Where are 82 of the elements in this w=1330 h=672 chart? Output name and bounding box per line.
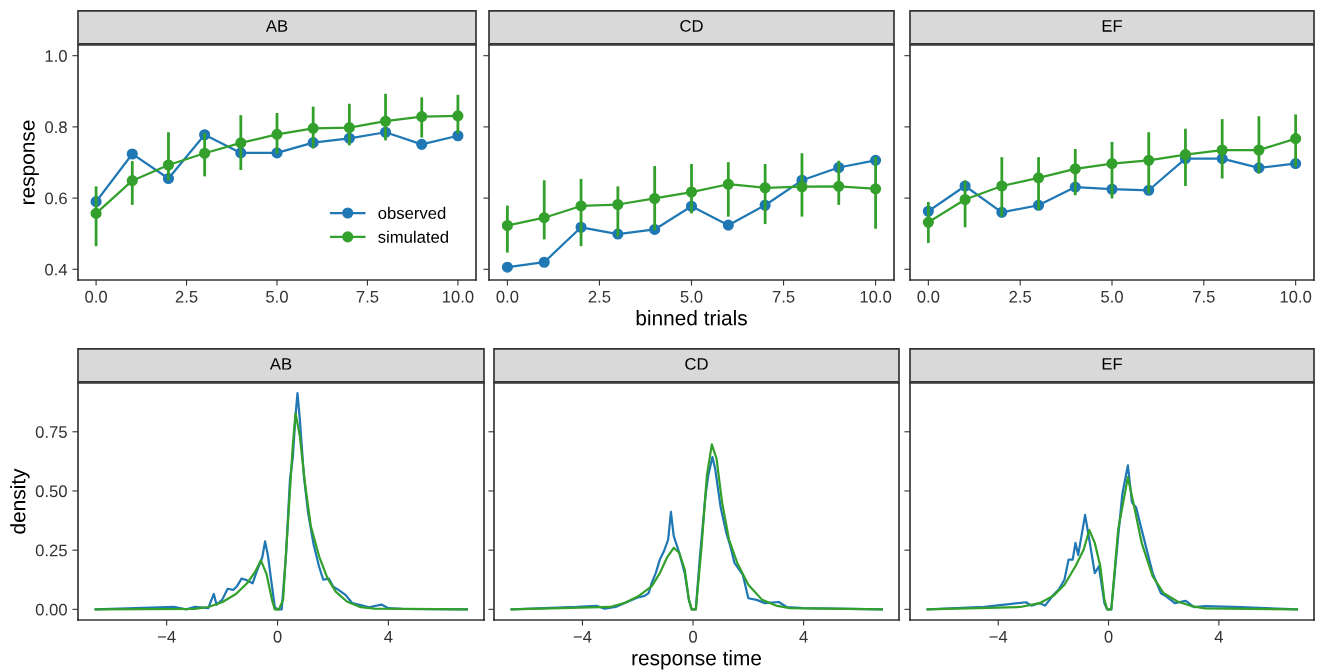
x-tick-label: 7.5 bbox=[772, 291, 795, 303]
x-tick-label: 10.0 bbox=[1280, 290, 1312, 303]
x-tick-label: 0.0 bbox=[496, 290, 519, 303]
point bbox=[796, 181, 808, 193]
x-axis-title: binned trials bbox=[636, 310, 747, 326]
point bbox=[162, 159, 175, 171]
point bbox=[538, 212, 550, 224]
point bbox=[271, 128, 283, 140]
point bbox=[996, 180, 1008, 192]
y-tick-label: 0.50 bbox=[35, 485, 67, 498]
point bbox=[612, 198, 624, 211]
y-tick-label: 0.25 bbox=[35, 544, 67, 557]
chart-title: EF bbox=[1102, 358, 1122, 370]
point bbox=[1290, 133, 1302, 145]
point bbox=[1179, 149, 1192, 161]
x-tick-label: 7.5 bbox=[1193, 291, 1215, 303]
x-tick-label: 0.0 bbox=[85, 290, 108, 303]
x-tick-label: 5.0 bbox=[266, 290, 288, 303]
point bbox=[126, 148, 138, 160]
point bbox=[722, 178, 734, 190]
y-tick-label: 0.00 bbox=[35, 603, 67, 616]
point bbox=[1069, 163, 1081, 175]
x-tick-label: 0 bbox=[273, 630, 282, 643]
chart-title: EF bbox=[1102, 20, 1122, 32]
point bbox=[235, 137, 247, 149]
legend-label: simulated bbox=[378, 230, 448, 243]
x-tick-label: 0 bbox=[689, 630, 698, 643]
x-tick-label: 10.0 bbox=[442, 290, 474, 303]
point bbox=[759, 182, 771, 194]
x-tick-label: 7.5 bbox=[356, 291, 379, 303]
y-tick-label: 0.75 bbox=[35, 426, 67, 438]
y-axis-title: density bbox=[10, 468, 30, 534]
x-tick-label: 0.0 bbox=[917, 290, 940, 303]
point bbox=[1143, 154, 1155, 166]
x-tick-label: 0 bbox=[1104, 630, 1113, 643]
point bbox=[959, 193, 971, 206]
x-axis-title: response time bbox=[632, 650, 761, 670]
point bbox=[501, 261, 513, 273]
x-tick-label: 4 bbox=[384, 631, 393, 643]
point bbox=[870, 183, 882, 195]
point bbox=[922, 216, 934, 228]
y-axis-title: response bbox=[23, 120, 39, 204]
point bbox=[452, 110, 464, 122]
point bbox=[343, 122, 355, 134]
x-tick-label: 5.0 bbox=[680, 290, 703, 303]
point bbox=[685, 186, 698, 198]
chart-title: AB bbox=[269, 358, 292, 370]
point bbox=[126, 175, 138, 187]
x-tick-label: 10.0 bbox=[860, 290, 892, 303]
point bbox=[307, 122, 319, 134]
x-tick-label: −4 bbox=[989, 631, 1008, 643]
chart-title: CD bbox=[685, 357, 708, 370]
legend-label: observed bbox=[378, 206, 446, 220]
point bbox=[90, 207, 102, 219]
point bbox=[416, 138, 428, 150]
point bbox=[722, 219, 734, 231]
y-tick-label: 0.4 bbox=[45, 263, 68, 276]
chart-title: AB bbox=[265, 20, 288, 32]
point bbox=[416, 111, 428, 123]
x-tick-label: 5.0 bbox=[1101, 290, 1123, 303]
x-tick-label: −4 bbox=[158, 631, 176, 643]
point bbox=[501, 219, 513, 232]
y-tick-label: 0.6 bbox=[45, 192, 67, 205]
x-tick-label: 2.5 bbox=[588, 290, 611, 303]
point bbox=[575, 200, 587, 212]
x-tick-label: 4 bbox=[1214, 631, 1224, 643]
point bbox=[199, 147, 211, 159]
point bbox=[538, 256, 550, 268]
y-tick-label: 0.8 bbox=[45, 121, 67, 134]
point bbox=[1253, 144, 1265, 156]
point bbox=[1032, 172, 1045, 184]
y-tick-label: 1.0 bbox=[45, 50, 67, 62]
point bbox=[833, 180, 845, 192]
x-tick-label: 4 bbox=[799, 631, 808, 643]
point bbox=[379, 115, 392, 127]
point bbox=[649, 192, 661, 205]
point bbox=[1106, 158, 1118, 170]
x-tick-label: −4 bbox=[573, 631, 592, 643]
x-tick-label: 2.5 bbox=[175, 290, 198, 303]
point bbox=[1216, 144, 1228, 156]
x-tick-label: 2.5 bbox=[1009, 290, 1032, 303]
chart-title: CD bbox=[680, 20, 703, 32]
